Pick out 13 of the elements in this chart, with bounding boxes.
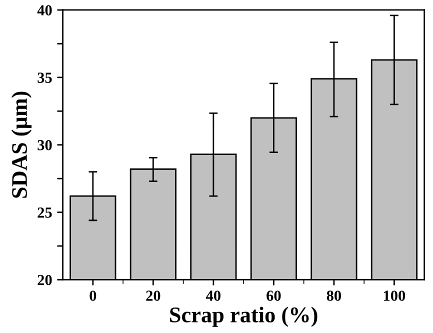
x-tick-label: 80 xyxy=(326,290,342,301)
y-axis-title: SDAS (μm) xyxy=(11,92,32,198)
y-tick-label: 20 xyxy=(38,274,52,286)
x-tick-label: 100 xyxy=(384,290,406,301)
x-tick-label: 0 xyxy=(90,290,96,301)
y-tick-label: 30 xyxy=(38,140,52,150)
x-tick-label: 60 xyxy=(266,290,281,301)
x-tick-label: 40 xyxy=(206,290,220,301)
y-tick-label: 40 xyxy=(37,5,52,16)
x-tick-label: 20 xyxy=(146,290,160,301)
y-tick-label: 35 xyxy=(38,72,52,83)
y-tick-label: 25 xyxy=(38,207,52,218)
x-axis-title: Scrap ratio (%) xyxy=(170,306,318,327)
